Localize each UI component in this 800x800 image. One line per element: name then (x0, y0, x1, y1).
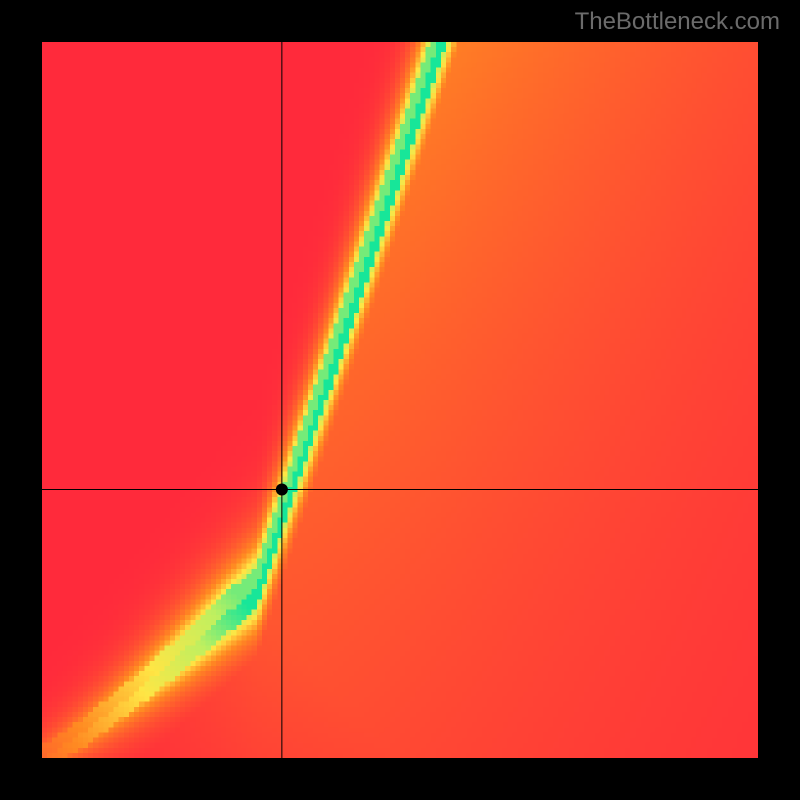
watermark-text: TheBottleneck.com (575, 8, 780, 36)
heatmap-canvas (42, 42, 758, 758)
